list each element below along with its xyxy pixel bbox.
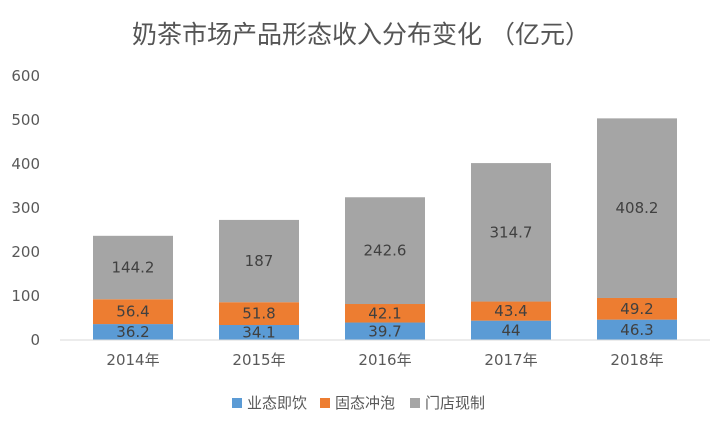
bar-segment xyxy=(345,304,425,323)
bar-segment xyxy=(345,322,425,340)
legend-entry: 业态即饮 xyxy=(247,394,307,412)
data-label: 187 xyxy=(245,252,274,270)
y-tick-label: 500 xyxy=(11,111,40,129)
data-label: 144.2 xyxy=(112,259,155,277)
data-label: 314.7 xyxy=(490,223,533,241)
legend-entry: 固态冲泡 xyxy=(335,394,395,412)
x-axis: 2014年 2015年 2016年 2017年 2018年 xyxy=(60,339,710,369)
data-label: 408.2 xyxy=(616,199,659,217)
x-tick-label: 2014年 xyxy=(106,351,159,369)
data-label: 42.1 xyxy=(368,304,401,322)
y-axis: 0 100 200 300 400 500 600 xyxy=(11,67,40,349)
y-tick-label: 400 xyxy=(11,155,40,173)
bar-segment xyxy=(93,235,173,300)
x-tick-label: 2017年 xyxy=(484,351,537,369)
data-label: 36.2 xyxy=(116,323,149,341)
x-tick-label: 2016年 xyxy=(358,351,411,369)
bar-segment xyxy=(219,302,299,325)
data-label: 39.7 xyxy=(368,322,401,340)
data-label: 43.4 xyxy=(494,302,527,320)
bar-segment xyxy=(471,163,551,302)
data-label: 242.6 xyxy=(364,242,407,260)
legend-swatch xyxy=(232,398,242,408)
data-label: 51.8 xyxy=(242,305,275,323)
data-label: 46.3 xyxy=(620,321,653,339)
data-label: 49.2 xyxy=(620,300,653,318)
bar-segment xyxy=(597,319,677,340)
y-tick-label: 100 xyxy=(11,287,40,305)
bar-segment xyxy=(93,299,173,325)
y-tick-label: 300 xyxy=(11,199,40,217)
bar-segment xyxy=(345,197,425,305)
legend-swatch xyxy=(320,398,330,408)
bar-segment xyxy=(597,118,677,298)
data-label: 34.1 xyxy=(242,323,275,341)
x-tick-label: 2015年 xyxy=(232,351,285,369)
data-label: 56.4 xyxy=(116,303,149,321)
data-label: 44 xyxy=(501,321,520,339)
y-tick-label: 200 xyxy=(11,243,40,261)
chart-title: 奶茶市场产品形态收入分布变化 （亿元） xyxy=(132,20,590,49)
legend: 业态即饮 固态冲泡 门店现制 xyxy=(232,394,485,412)
bar-segment xyxy=(219,324,299,340)
bar-segment xyxy=(471,320,551,340)
legend-swatch xyxy=(410,398,420,408)
y-tick-label: 0 xyxy=(30,331,40,349)
legend-entry: 门店现制 xyxy=(425,394,485,412)
bar-segment xyxy=(471,301,551,321)
bar-segment xyxy=(93,324,173,340)
bar-segment xyxy=(219,219,299,303)
bars: 36.256.4144.234.151.818739.742.1242.6444… xyxy=(93,118,677,341)
bar-segment xyxy=(597,297,677,320)
x-tick-label: 2018年 xyxy=(610,351,663,369)
y-tick-label: 600 xyxy=(11,67,40,85)
